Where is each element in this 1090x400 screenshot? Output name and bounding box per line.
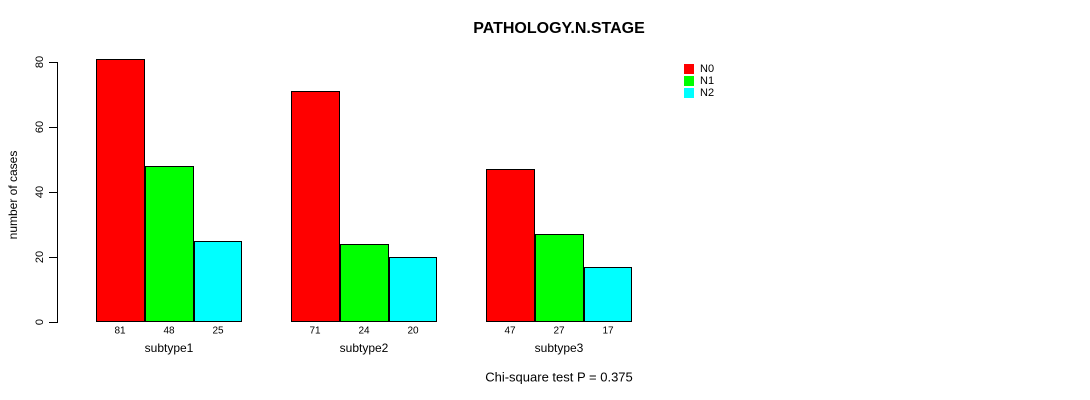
bar-subtype1-N2	[194, 241, 242, 322]
bar-value-label-subtype3-N1: 27	[553, 325, 565, 337]
bar-subtype3-N2	[584, 267, 632, 322]
bar-value-label-subtype3-N2: 17	[602, 325, 614, 337]
legend-swatch-N1	[684, 76, 694, 86]
bar-subtype1-N0	[96, 59, 145, 322]
y-axis-label: number of cases	[6, 150, 20, 240]
bar-subtype2-N0	[291, 91, 340, 322]
x-axis-category-label-subtype1: subtype1	[144, 341, 194, 355]
legend-row-N1: N1	[684, 75, 714, 87]
chi-square-annotation: Chi-square test P = 0.375	[485, 369, 633, 385]
legend-row-N0: N0	[684, 63, 714, 75]
y-axis-tick-label: 60	[34, 120, 46, 134]
bar-value-label-subtype1-N1: 48	[163, 325, 175, 337]
x-axis-category-label-subtype3: subtype3	[534, 341, 584, 355]
bar-value-label-subtype2-N1: 24	[358, 325, 370, 337]
legend-label-N1: N1	[700, 75, 715, 87]
bar-value-label-subtype2-N2: 20	[407, 325, 419, 337]
bar-subtype3-N0	[486, 169, 535, 322]
bar-subtype1-N1	[145, 166, 194, 322]
y-axis-tick	[49, 62, 57, 63]
y-axis-tick	[49, 257, 57, 258]
y-axis-tick	[49, 127, 57, 128]
y-axis-tick	[49, 322, 57, 323]
legend-swatch-N2	[684, 88, 694, 98]
bar-value-label-subtype1-N2: 25	[212, 325, 224, 337]
legend: N0 N1 N2	[684, 63, 714, 99]
y-axis-tick-label: 80	[34, 55, 46, 69]
x-axis-category-label-subtype2: subtype2	[339, 341, 389, 355]
y-axis-line	[57, 62, 58, 323]
y-axis-tick	[49, 192, 57, 193]
legend-label-N0: N0	[700, 63, 715, 75]
y-axis-tick-label: 0	[34, 318, 46, 326]
bar-subtype2-N2	[389, 257, 437, 322]
chart-title: PATHOLOGY.N.STAGE	[473, 20, 645, 37]
legend-label-N2: N2	[700, 87, 715, 99]
bar-subtype2-N1	[340, 244, 389, 322]
y-axis-tick-label: 20	[34, 250, 46, 264]
legend-row-N2: N2	[684, 87, 714, 99]
bar-value-label-subtype2-N0: 71	[309, 325, 321, 337]
bar-subtype3-N1	[535, 234, 584, 322]
legend-swatch-N0	[684, 64, 694, 74]
bar-value-label-subtype1-N0: 81	[114, 325, 126, 337]
bar-value-label-subtype3-N0: 47	[504, 325, 516, 337]
y-axis-tick-label: 40	[34, 185, 46, 199]
